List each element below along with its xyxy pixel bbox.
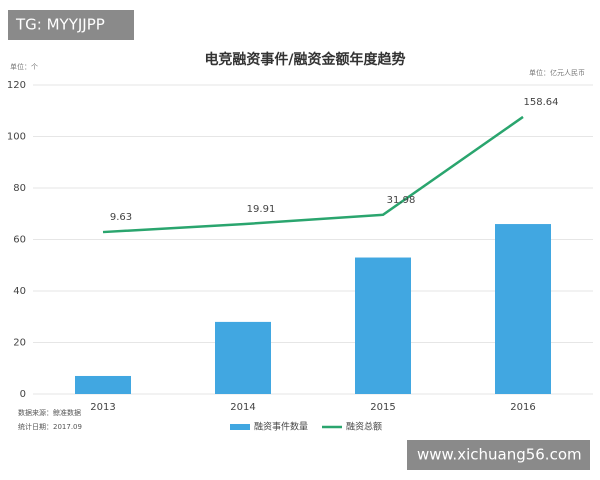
- data-label: 158.64: [524, 97, 559, 108]
- data-label: 19.91: [247, 204, 276, 215]
- data-label: 9.63: [110, 212, 132, 223]
- watermark: TG: MYYJJPP: [15, 16, 105, 34]
- y-tick-label: 100: [7, 132, 26, 143]
- bar: [355, 257, 411, 394]
- bar: [75, 375, 131, 394]
- y-axis-label: 单位：个: [10, 62, 38, 71]
- watermark-box: [8, 10, 134, 40]
- watermark: www.xichuang56.com: [417, 446, 582, 464]
- x-tick-label: 2014: [230, 402, 255, 413]
- legend-swatch: [230, 424, 250, 430]
- bar: [215, 321, 271, 394]
- y-tick-label: 20: [13, 338, 26, 349]
- legend-label: 融资事件数量: [254, 421, 308, 433]
- date-note: 统计日期：2017.09: [18, 422, 82, 431]
- data-label: 31.98: [387, 195, 416, 206]
- y2-axis-label: 单位：亿元人民币: [529, 68, 585, 77]
- legend-label: 融资总额: [346, 421, 382, 433]
- line: [102, 115, 524, 234]
- y-tick-label: 0: [20, 389, 26, 400]
- y-tick-label: 80: [13, 183, 26, 194]
- y-tick-label: 60: [13, 235, 26, 246]
- source-note: 数据来源：鲸准数据: [18, 408, 81, 417]
- x-tick-label: 2015: [370, 402, 395, 413]
- chart-title: 电竞融资事件/融资金额年度趋势: [204, 51, 405, 68]
- y-tick-label: 120: [7, 80, 26, 91]
- watermark-box: [407, 440, 590, 470]
- x-tick-label: 2016: [510, 402, 535, 413]
- bar: [495, 224, 551, 394]
- y-tick-label: 40: [13, 286, 26, 297]
- x-tick-label: 2013: [90, 402, 115, 413]
